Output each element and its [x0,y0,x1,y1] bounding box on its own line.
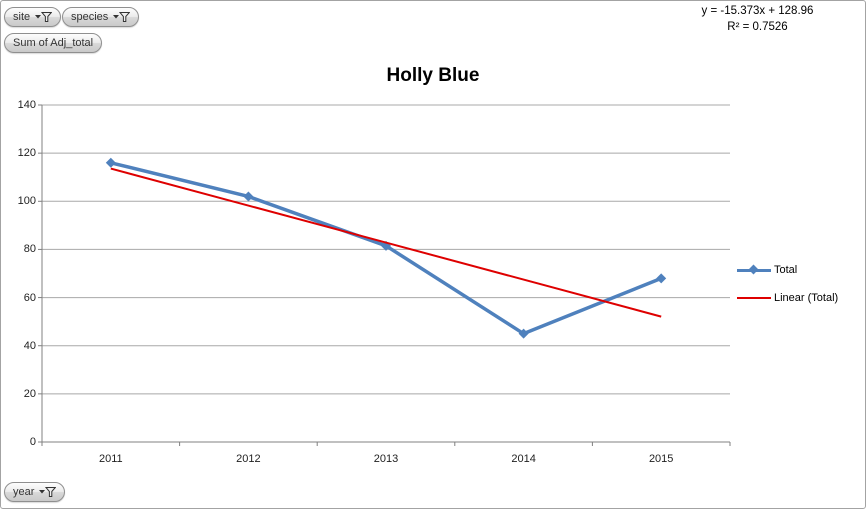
x-axis-tick-label: 2012 [236,453,261,465]
legend-total-marker [737,264,771,275]
legend-total-label: Total [774,264,798,276]
x-axis-tick-label: 2014 [511,453,536,465]
data-point-2015[interactable] [656,273,667,284]
y-axis-tick-label: 20 [23,387,36,400]
trendline-equation: y = -15.373x + 128.96 R² = 0.7526 [655,3,860,35]
pivot-field-button-year-label: year [13,486,35,498]
legend-entry-total[interactable]: Total [737,263,797,277]
legend-entry-linear-total[interactable]: Linear (Total) [737,291,838,305]
filter-dropdown-icon[interactable] [39,486,57,498]
x-axis-tick-label: 2013 [373,453,399,465]
legend-trendline-marker [737,293,771,303]
filter-dropdown-icon[interactable] [113,11,131,23]
pivot-field-button-species-label: species [71,11,109,23]
trendline-equation-line1: y = -15.373x + 128.96 [701,5,814,17]
pivot-field-button-value-label: Sum of Adj_total [13,37,94,49]
trendline-linear-total[interactable] [110,167,662,318]
y-axis-tick-label: 80 [23,243,36,256]
trendline-r-squared: R² = 0.7526 [727,21,788,33]
legend-trendline-label: Linear (Total) [774,292,839,304]
pivot-field-button-species[interactable]: species [62,7,140,27]
data-point-2011[interactable] [105,157,116,168]
y-axis-tick-label: 40 [23,339,36,352]
y-axis-tick-label: 60 [23,291,36,304]
filter-dropdown-icon[interactable] [35,11,53,23]
pivot-field-button-site-label: site [13,11,31,23]
y-axis-tick-label: 120 [17,147,36,160]
y-axis-tick-label: 140 [17,99,36,111]
y-axis-tick-label: 100 [17,195,36,208]
data-point-2012[interactable] [243,191,254,202]
pivot-field-button-site[interactable]: site [4,7,62,27]
x-axis-tick-label: 2015 [648,453,674,465]
x-axis-tick-label: 2011 [98,453,123,465]
chart-title[interactable]: Holly Blue [386,65,480,86]
pivot-field-button-year[interactable]: year [4,482,66,502]
data-point-2014[interactable] [518,328,529,339]
pivot-field-button-value[interactable]: Sum of Adj_total [4,33,103,53]
y-axis-tick-label: 0 [29,436,36,448]
